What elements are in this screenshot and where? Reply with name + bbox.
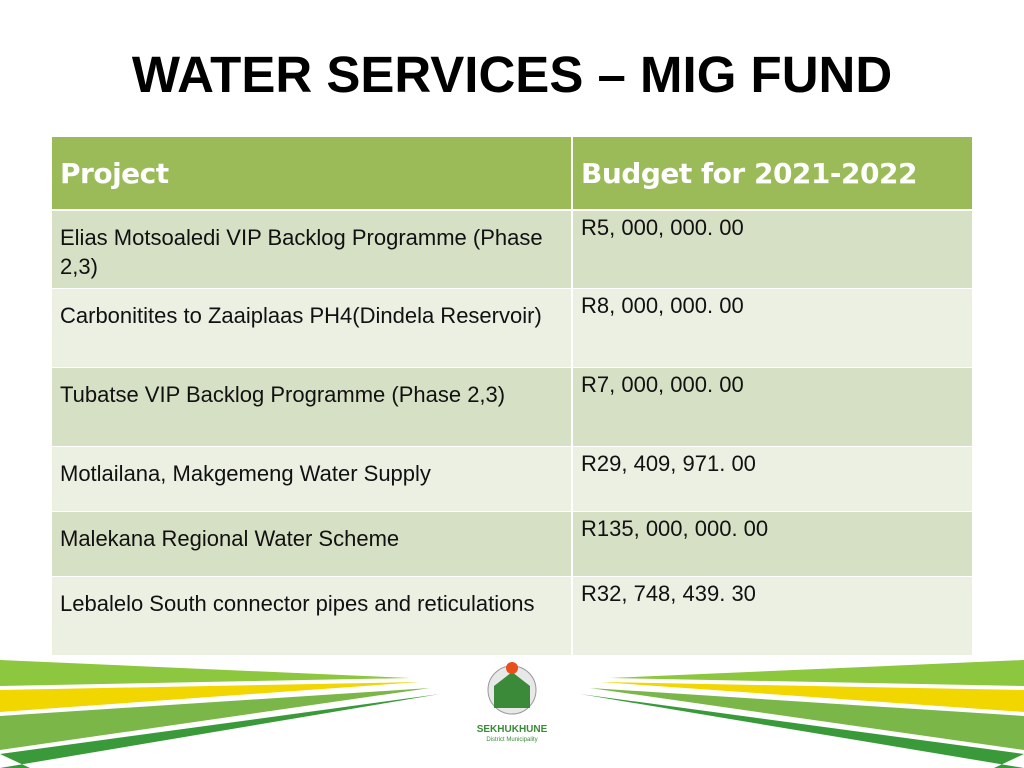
table-row: Carbonitites to Zaaiplaas PH4(Dindela Re… bbox=[52, 287, 972, 367]
table-row: Motlailana, Makgemeng Water Supply R29, 4… bbox=[52, 445, 972, 511]
logo-name: SEKHUKHUNE bbox=[476, 724, 548, 735]
table-row: Tubatse VIP Backlog Programme (Phase 2,3… bbox=[52, 366, 972, 446]
column-header: Budget for 2021-2022 bbox=[571, 137, 972, 211]
project-cell: Malekana Regional Water Scheme bbox=[52, 510, 572, 576]
table-row: Elias Motsoaledi VIP Backlog Programme (… bbox=[52, 209, 972, 288]
budget-cell: R135, 000, 000. 00 bbox=[571, 510, 972, 576]
budget-cell: R8, 000, 000. 00 bbox=[571, 287, 972, 367]
project-cell: Tubatse VIP Backlog Programme (Phase 2,3… bbox=[52, 366, 572, 446]
table-row: Malekana Regional Water Scheme R135, 000,… bbox=[52, 510, 972, 576]
project-cell: Carbonitites to Zaaiplaas PH4(Dindela Re… bbox=[52, 287, 572, 367]
budget-cell: R7, 000, 000. 00 bbox=[571, 366, 972, 446]
project-cell: Motlailana, Makgemeng Water Supply bbox=[52, 445, 572, 511]
logo-subtitle: District Municipality bbox=[486, 737, 538, 743]
slide-title: WATER SERVICES – MIG FUND bbox=[131, 46, 893, 103]
decorative-stripes bbox=[0, 660, 1024, 768]
budget-cell: R29, 409, 971. 00 bbox=[571, 445, 972, 511]
column-header: Project bbox=[52, 137, 572, 211]
budget-cell: R5, 000, 000. 00 bbox=[571, 209, 972, 288]
project-cell: Lebalelo South connector pipes and retic… bbox=[52, 575, 572, 655]
budget-cell: R32, 748, 439. 30 bbox=[571, 575, 972, 655]
table-row: Lebalelo South connector pipes and retic… bbox=[52, 575, 972, 655]
project-cell: Elias Motsoaledi VIP Backlog Programme (… bbox=[52, 209, 572, 288]
budget-table: Project Budget for 2021-2022 Elias Motso… bbox=[52, 137, 972, 655]
header-row: Project Budget for 2021-2022 bbox=[52, 137, 972, 211]
